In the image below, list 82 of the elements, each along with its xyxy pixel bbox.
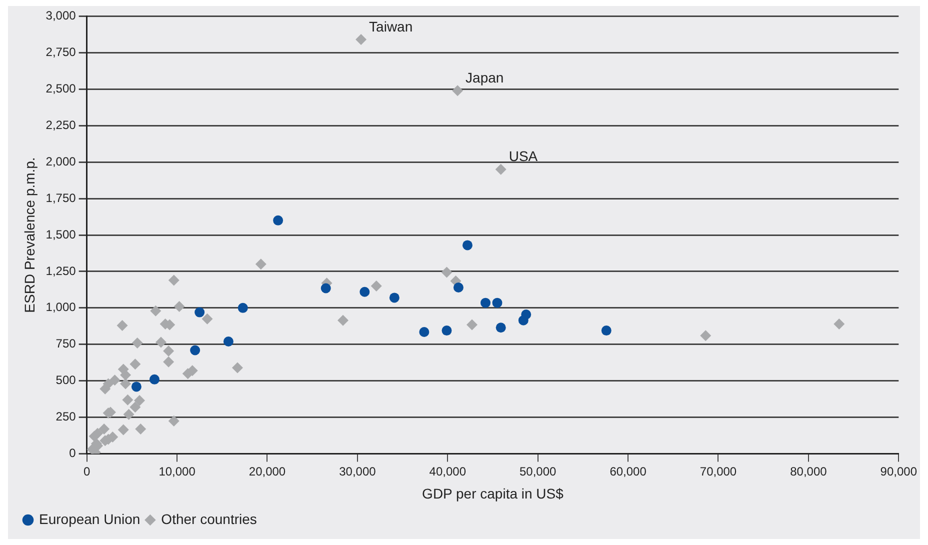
point — [130, 402, 141, 413]
y-tick-label: 2,000 — [46, 154, 76, 168]
y-tick-label: 1,000 — [46, 300, 76, 314]
x-tick-label: 90,000 — [880, 464, 918, 478]
point — [98, 424, 110, 435]
point — [163, 345, 174, 356]
point — [360, 286, 370, 297]
annotation: Japan — [466, 69, 504, 86]
point — [370, 280, 382, 292]
point — [120, 378, 132, 390]
point — [190, 345, 200, 356]
x-tick-label: 10,000 — [158, 464, 196, 478]
point — [442, 326, 452, 336]
point — [238, 302, 248, 313]
point — [495, 164, 506, 175]
point — [131, 382, 142, 392]
point — [480, 298, 491, 308]
point — [134, 395, 146, 406]
point — [116, 320, 128, 331]
annotation: USA — [508, 148, 538, 164]
point — [155, 336, 166, 348]
point — [453, 282, 464, 293]
point — [100, 383, 111, 394]
point — [452, 85, 464, 96]
y-tick-label: 3,000 — [46, 8, 76, 23]
point — [149, 374, 160, 384]
point — [419, 327, 430, 337]
y-tick-label: 0 — [69, 446, 76, 460]
x-tick-label: 30,000 — [339, 464, 376, 478]
point — [130, 358, 141, 370]
point — [273, 215, 284, 226]
y-axis-title: ESRD Prevalence p.m.p. — [21, 157, 38, 313]
point — [338, 314, 349, 326]
point — [320, 283, 331, 294]
point — [496, 322, 506, 333]
x-tick-label: 40,000 — [429, 464, 466, 478]
point — [466, 319, 478, 330]
legend-label: Other countries — [161, 510, 257, 527]
point — [255, 258, 266, 270]
y-tick-label: 1,750 — [46, 190, 76, 205]
y-tick-label: 250 — [56, 410, 76, 424]
y-tick-label: 1,500 — [46, 227, 76, 242]
point — [168, 274, 180, 286]
y-tick-label: 2,500 — [46, 81, 76, 96]
x-tick-label: 20,000 — [248, 464, 286, 478]
y-tick-label: 500 — [56, 373, 76, 388]
legend-label: European Union — [39, 510, 140, 527]
point — [109, 374, 120, 386]
point — [120, 370, 132, 381]
point — [441, 266, 452, 278]
point — [356, 34, 367, 46]
point — [122, 394, 134, 406]
point — [118, 424, 129, 436]
y-tick-label: 1,250 — [46, 264, 76, 278]
point — [492, 298, 502, 308]
y-tick-label: 750 — [56, 336, 76, 351]
x-tick-label: 0 — [83, 464, 90, 478]
x-axis-title: GDP per capita in US$ — [422, 485, 564, 502]
point — [168, 415, 180, 426]
point — [521, 310, 532, 320]
point — [389, 292, 400, 303]
point — [132, 337, 143, 348]
point — [150, 305, 162, 316]
x-tick-label: 60,000 — [610, 464, 647, 478]
y-tick-label: 2,250 — [46, 118, 76, 132]
point — [834, 318, 845, 330]
point — [223, 336, 234, 346]
y-tick-label: 2,750 — [46, 44, 76, 59]
point — [202, 313, 213, 324]
point — [194, 307, 205, 318]
point — [232, 362, 243, 374]
point — [123, 408, 134, 420]
x-tick-label: 50,000 — [519, 464, 557, 478]
point — [462, 240, 472, 250]
annotation: Taiwan — [369, 18, 413, 34]
point — [135, 424, 146, 435]
point — [601, 326, 612, 336]
point — [163, 356, 174, 368]
x-tick-label: 80,000 — [790, 464, 828, 478]
point — [700, 330, 712, 342]
point — [174, 300, 185, 312]
x-tick-label: 70,000 — [700, 464, 737, 478]
